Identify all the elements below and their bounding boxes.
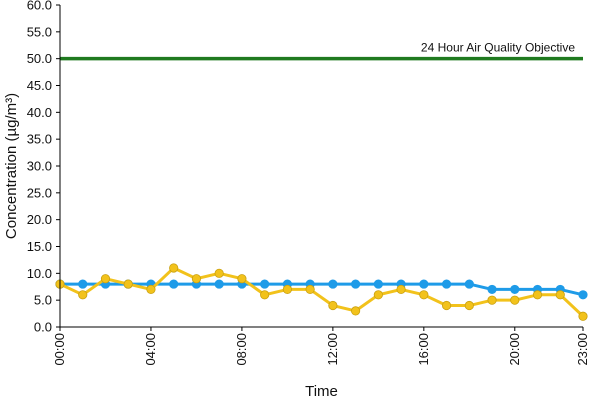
data-point [441, 300, 452, 311]
y-tick-label: 25.0 [27, 185, 52, 200]
series-2 [55, 263, 588, 321]
y-tick-label: 5.0 [34, 293, 52, 308]
y-tick-label: 55.0 [27, 24, 52, 39]
data-point [464, 300, 474, 311]
x-axis-title: Time [305, 383, 338, 400]
series-line [59, 266, 585, 318]
y-tick-label: 45.0 [27, 78, 52, 93]
data-point [123, 279, 133, 289]
data-point [78, 279, 88, 289]
data-point [260, 279, 270, 289]
data-point [510, 295, 520, 305]
data-point [464, 279, 474, 289]
data-point [396, 284, 406, 295]
data-point [328, 300, 338, 311]
reference-line-label: 24 Hour Air Quality Objective [421, 41, 575, 55]
data-point [78, 290, 88, 300]
data-point [578, 311, 588, 321]
y-tick-label: 60.0 [27, 0, 52, 13]
data-point [487, 284, 497, 295]
y-tick-label: 15.0 [27, 239, 52, 254]
data-point [373, 290, 383, 300]
x-tick-label: 23:00 [575, 333, 590, 366]
x-ticks: 00:00 04:00 08:00 12:00 16:00 20:00 23:00 [52, 327, 590, 366]
y-ticks: 0.0 5.0 10.0 15.0 20.0 25.0 30.0 35.0 40.0 45.0 50… [27, 0, 60, 335]
data-point [100, 274, 111, 284]
data-point [169, 263, 179, 273]
y-tick-label: 0.0 [34, 320, 52, 335]
y-tick-label: 35.0 [27, 132, 52, 147]
data-point [487, 295, 497, 305]
x-tick-label: 20:00 [507, 333, 522, 366]
y-tick-label: 50.0 [27, 51, 52, 66]
y-tick-label: 30.0 [27, 159, 52, 174]
y-tick-label: 40.0 [27, 105, 52, 120]
data-point [260, 290, 270, 300]
data-point [169, 279, 179, 289]
data-point [191, 274, 202, 284]
data-point [351, 306, 361, 316]
data-point [305, 284, 315, 295]
data-point [373, 279, 383, 289]
x-tick-label: 04:00 [143, 333, 158, 366]
x-tick-label: 08:00 [234, 333, 249, 366]
data-point [282, 284, 292, 295]
data-point [419, 279, 429, 289]
data-point [214, 279, 224, 289]
data-point [555, 290, 565, 300]
y-tick-label: 10.0 [27, 266, 52, 281]
data-point [578, 290, 588, 300]
data-point [237, 274, 247, 284]
x-tick-label: 12:00 [325, 333, 340, 366]
data-point [419, 290, 429, 300]
data-point [532, 290, 543, 300]
data-point [328, 279, 338, 289]
data-point [510, 284, 520, 295]
data-point [146, 284, 156, 295]
y-tick-label: 20.0 [27, 212, 52, 227]
data-point [441, 279, 452, 289]
y-axis-title: Concentration (µg/m³) [3, 93, 20, 239]
data-point [351, 279, 361, 289]
series-layer [55, 263, 588, 321]
data-point [214, 268, 224, 278]
x-tick-label: 16:00 [416, 333, 431, 366]
x-tick-label: 00:00 [52, 333, 67, 366]
